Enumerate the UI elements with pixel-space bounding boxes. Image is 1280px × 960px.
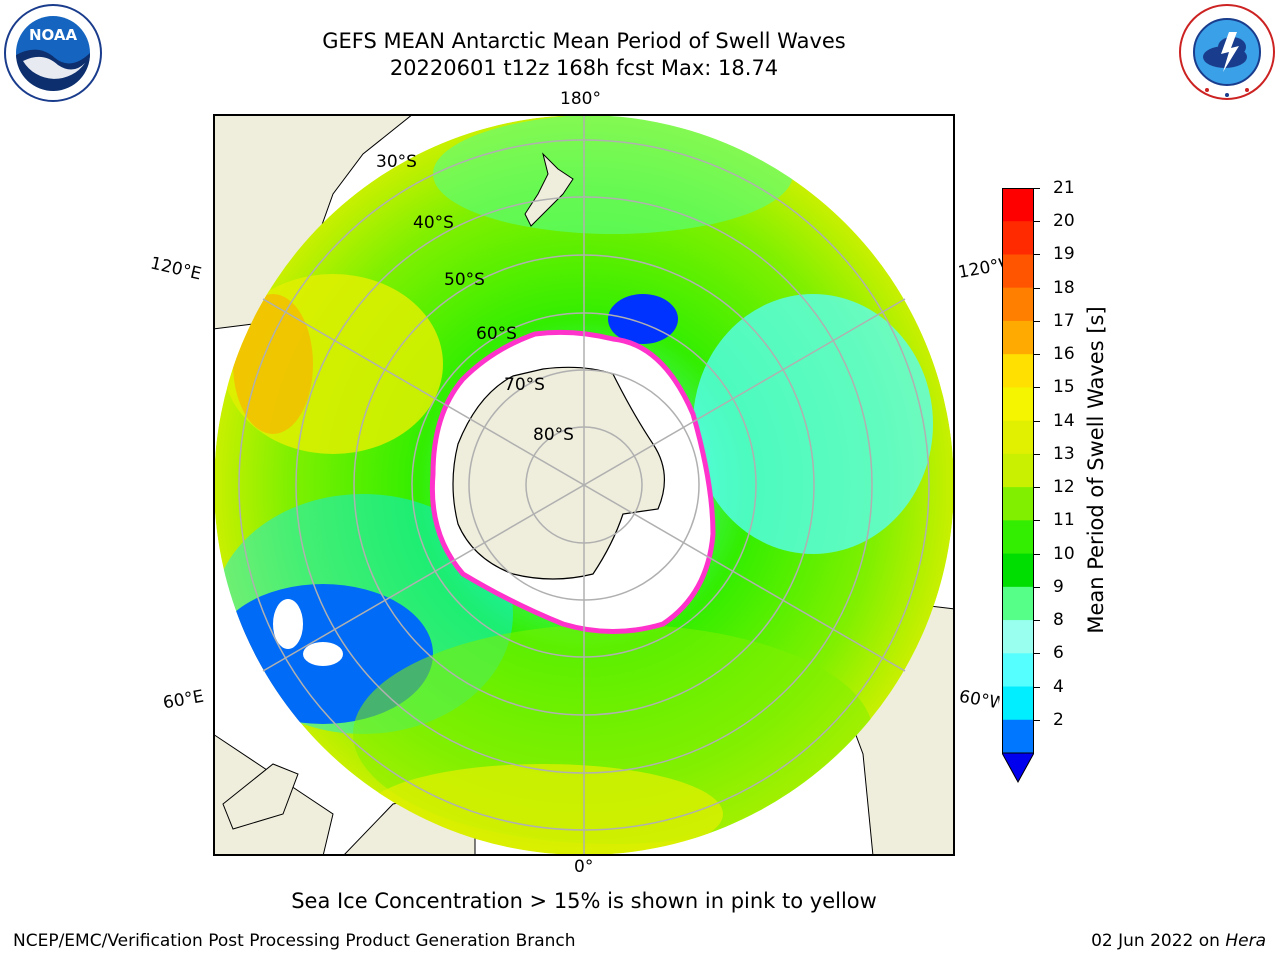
- colorbar-tick-label: 6: [1053, 643, 1064, 664]
- colorbar-tick-label: 18: [1053, 277, 1075, 298]
- colorbar-svg: [1001, 188, 1035, 784]
- colorbar-segment: [1002, 520, 1034, 555]
- plot-title: GEFS MEAN Antarctic Mean Period of Swell…: [322, 29, 846, 53]
- colorbar-tick-mark: [1034, 320, 1040, 322]
- colorbar-tick-mark: [1034, 453, 1040, 455]
- lat-label-30s: 30°S: [376, 152, 417, 172]
- colorbar-label: Mean Period of Swell Waves [s]: [1084, 306, 1108, 634]
- colorbar-tick-mark: [1034, 553, 1040, 555]
- graticule: [238, 114, 930, 856]
- colorbar-segment: [1002, 653, 1034, 688]
- swell-patch-blue-pacific: [608, 294, 678, 344]
- colorbar-segment: [1002, 387, 1034, 422]
- colorbar-tick-label: 20: [1053, 211, 1075, 232]
- colorbar-tick-mark: [1034, 354, 1040, 356]
- plot-subtitle: 20220601 t12z 168h fcst Max: 18.74: [389, 56, 779, 80]
- colorbar: [1001, 188, 1035, 784]
- colorbar-tick-mark: [1034, 520, 1040, 522]
- antarctica-land: [452, 366, 666, 580]
- colorbar-tick-mark: [1034, 287, 1040, 289]
- colorbar-frame: [1002, 188, 1034, 753]
- colorbar-segment: [1002, 287, 1034, 322]
- colorbar-segment: [1002, 188, 1034, 222]
- swell-patch-cyan-pacific: [693, 294, 933, 554]
- colorbar-segment: [1002, 320, 1034, 355]
- colorbar-segment: [1002, 719, 1034, 754]
- colorbar-tick-label: 4: [1053, 676, 1064, 697]
- colorbar-tick-label: 15: [1053, 377, 1075, 398]
- colorbar-tick-mark: [1034, 620, 1040, 622]
- colorbar-tick-mark: [1034, 188, 1040, 189]
- colorbar-tick-mark: [1034, 420, 1040, 422]
- colorbar-tick-mark: [1034, 653, 1040, 655]
- lon-label-0: 0°: [574, 857, 594, 877]
- colorbar-segment: [1002, 354, 1034, 388]
- new-zealand-land: [524, 152, 574, 227]
- colorbar-segment: [1002, 453, 1034, 488]
- colorbar-tick-mark: [1034, 487, 1040, 489]
- colorbar-tick-label: 14: [1053, 410, 1075, 431]
- colorbar-tick-label: 21: [1053, 178, 1075, 198]
- colorbar-segment: [1002, 487, 1034, 521]
- colorbar-tick-mark: [1034, 586, 1040, 588]
- colorbar-tick-mark: [1034, 686, 1040, 688]
- lon-label-60e: 60°E: [161, 686, 206, 714]
- nws-logo: [1177, 2, 1277, 102]
- polar-map: [213, 114, 955, 856]
- lat-label-50s: 50°S: [444, 270, 485, 290]
- colorbar-segment: [1002, 420, 1034, 455]
- noaa-logo-text: NOAA: [29, 26, 78, 44]
- colorbar-tick-label: 2: [1053, 709, 1064, 730]
- noaa-logo: NOAA: [3, 3, 103, 103]
- lat-label-40s: 40°S: [413, 213, 454, 233]
- footer-branch: NCEP/EMC/Verification Post Processing Pr…: [13, 931, 576, 951]
- colorbar-segment: [1002, 221, 1034, 255]
- colorbar-tick-label: 9: [1053, 576, 1064, 597]
- colorbar-tick-mark: [1034, 254, 1040, 256]
- lat-label-70s: 70°S: [504, 375, 545, 395]
- colorbar-tick-label: 13: [1053, 443, 1075, 464]
- colorbar-tick-label: 11: [1053, 510, 1075, 531]
- colorbar-segment: [1002, 254, 1034, 289]
- colorbar-segment: [1002, 586, 1034, 621]
- colorbar-extend-arrow: [1001, 752, 1035, 784]
- madagascar-land: [222, 763, 299, 830]
- colorbar-tick-label: 12: [1053, 477, 1075, 498]
- colorbar-tick-mark: [1034, 221, 1040, 223]
- footer-date: 02 Jun 2022 on Hera: [1091, 931, 1266, 951]
- colorbar-segment: [1002, 553, 1034, 588]
- swell-patch-orange-west: [233, 294, 313, 434]
- lon-label-120e: 120°E: [148, 253, 204, 285]
- footer-host: Hera: [1225, 931, 1266, 951]
- lon-label-60w: 60°W: [957, 686, 1001, 714]
- lon-label-180: 180°: [560, 89, 601, 109]
- colorbar-tick-label: 10: [1053, 543, 1075, 564]
- map-frame: [213, 114, 955, 856]
- colorbar-segment: [1002, 686, 1034, 721]
- polar-map-svg: [213, 114, 955, 856]
- colorbar-segment: [1002, 620, 1034, 654]
- sea-ice-note: Sea Ice Concentration > 15% is shown in …: [291, 889, 877, 913]
- footer-date-text: 02 Jun 2022 on: [1091, 931, 1226, 951]
- colorbar-tick-label: 19: [1053, 244, 1075, 265]
- colorbar-tick-label: 17: [1053, 310, 1075, 331]
- colorbar-tick-label: 8: [1053, 610, 1064, 631]
- lat-label-60s: 60°S: [476, 324, 517, 344]
- colorbar-tick-mark: [1034, 719, 1040, 721]
- colorbar-tick-label: 16: [1053, 344, 1075, 365]
- lat-label-80s: 80°S: [533, 425, 574, 445]
- colorbar-tick-mark: [1034, 387, 1040, 389]
